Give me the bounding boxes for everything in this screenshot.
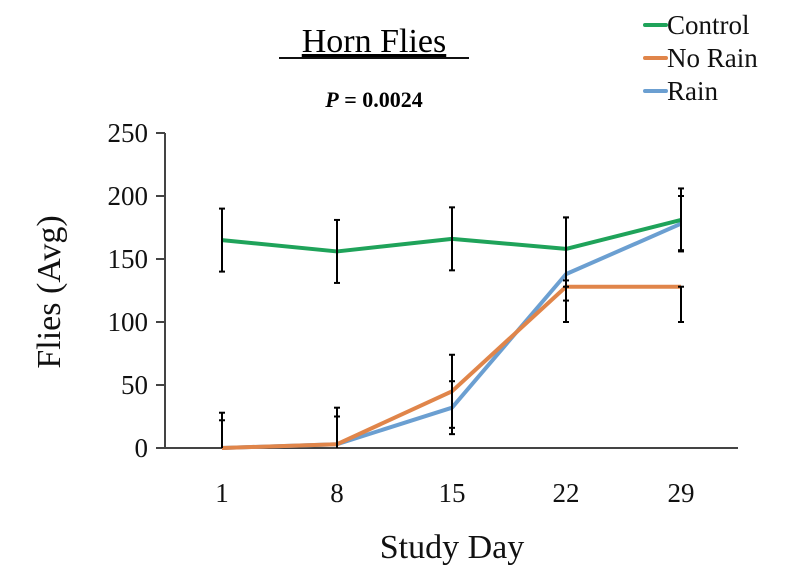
x-tick-label: 1 [215, 478, 229, 508]
error-bars [219, 187, 684, 448]
x-tick-label: 22 [553, 478, 580, 508]
p-value: = 0.0024 [339, 87, 423, 112]
y-tick-label: 200 [108, 181, 149, 211]
y-tick-label: 0 [135, 433, 149, 463]
chart-subtitle: P = 0.0024 [324, 87, 423, 112]
y-tick-label: 250 [108, 118, 149, 148]
x-tick-label: 8 [330, 478, 344, 508]
y-tick-label: 100 [108, 307, 149, 337]
p-symbol: P [324, 87, 339, 112]
y-tick-label: 150 [108, 244, 149, 274]
x-tick-label: 15 [439, 478, 466, 508]
axes [157, 133, 738, 449]
legend-label-no-rain: No Rain [667, 43, 758, 73]
x-axis-label: Study Day [380, 529, 525, 566]
chart-title: Horn Flies [302, 23, 447, 60]
x-tick-label: 29 [668, 478, 695, 508]
legend-label-control: Control [667, 10, 750, 40]
y-axis-label: Flies (Avg) [31, 215, 68, 368]
y-tick-label: 50 [121, 370, 148, 400]
legend-label-rain: Rain [667, 76, 718, 106]
y-ticks: 0 50 100 150 200 250 [108, 118, 165, 463]
x-ticks: 1 8 15 22 29 [215, 478, 694, 508]
